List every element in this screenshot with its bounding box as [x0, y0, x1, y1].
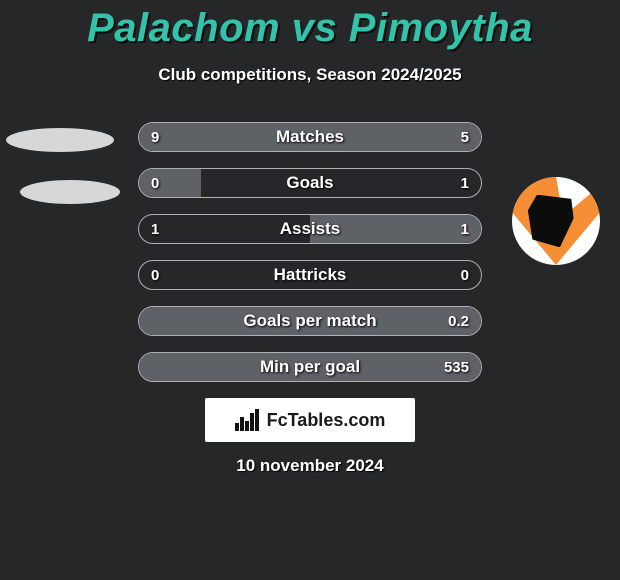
- stat-bar: 01Goals: [138, 168, 482, 198]
- stat-bar: 95Matches: [138, 122, 482, 152]
- club-logo: [512, 177, 600, 265]
- brand-chart-icon: [235, 409, 261, 431]
- brand-text: FcTables.com: [267, 410, 386, 431]
- stats-bars: 95Matches 01Goals 11Assists 00Hattricks 0.2G…: [138, 122, 482, 398]
- bar-label: Matches: [139, 123, 481, 151]
- page-title: Palachom vs Pimoytha: [0, 0, 620, 51]
- subtitle: Club competitions, Season 2024/2025: [0, 65, 620, 85]
- bar-label: Min per goal: [139, 353, 481, 381]
- stat-bar: 535Min per goal: [138, 352, 482, 382]
- stat-bar: 11Assists: [138, 214, 482, 244]
- stat-bar: 00Hattricks: [138, 260, 482, 290]
- brand-box: FcTables.com: [205, 398, 415, 442]
- bar-label: Hattricks: [139, 261, 481, 289]
- bar-label: Goals per match: [139, 307, 481, 335]
- bar-label: Assists: [139, 215, 481, 243]
- player-left-badge-1: [6, 128, 114, 152]
- bar-label: Goals: [139, 169, 481, 197]
- date-label: 10 november 2024: [0, 456, 620, 476]
- player-left-badge-2: [20, 180, 120, 204]
- stat-bar: 0.2Goals per match: [138, 306, 482, 336]
